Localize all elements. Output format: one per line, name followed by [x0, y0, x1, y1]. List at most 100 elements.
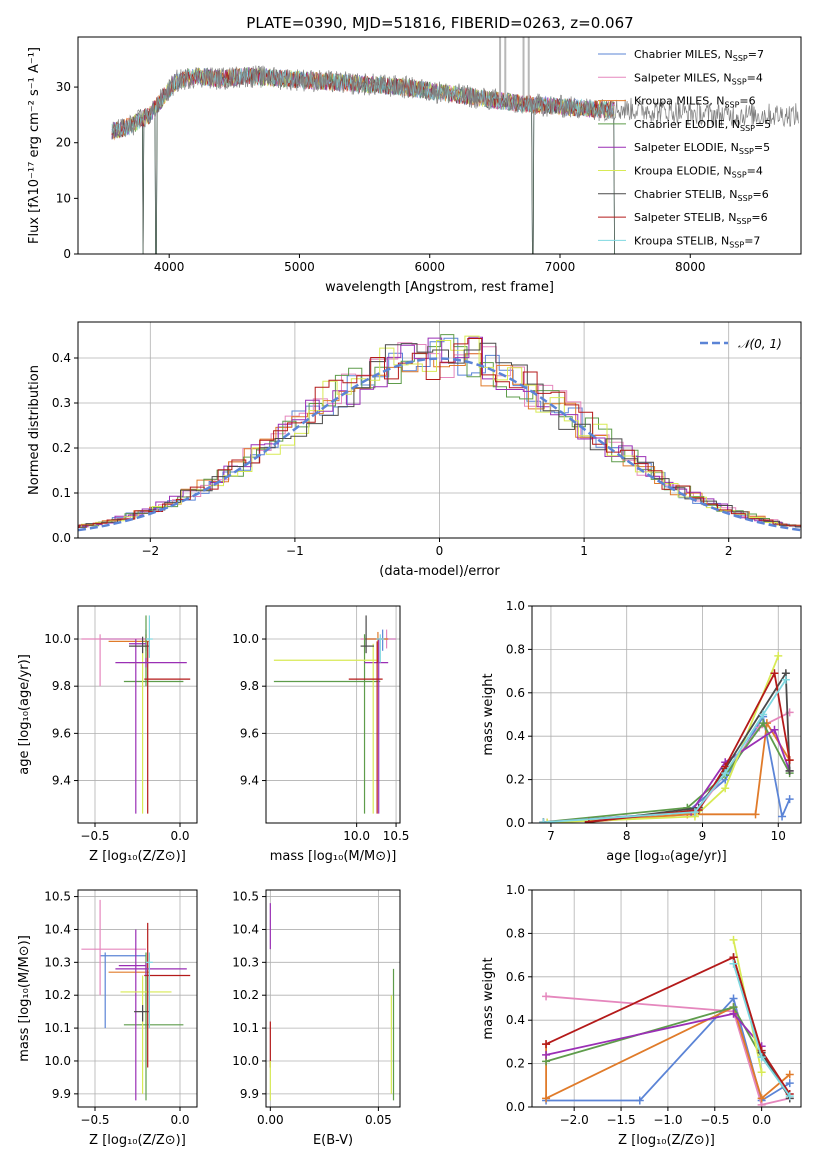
age_vs_mass-plot-area — [273, 615, 397, 814]
mass_vs_ebv-ytick-label-3: 10.2 — [232, 988, 259, 1002]
mass_vs_ebv-ytick-label-4: 10.3 — [232, 955, 259, 969]
mass_vs_z-xtick-label-0: −0.5 — [80, 1113, 109, 1127]
weight_vs_z-plot-area — [542, 935, 794, 1107]
legend-sub-1: SSP — [732, 77, 747, 86]
age_vs_z-xtick-label-1: 0.0 — [170, 829, 189, 843]
weight_vs_z-ytick-label-4: 0.8 — [506, 926, 525, 940]
weight_vs_z-xtick-label-1: −1.5 — [606, 1113, 635, 1127]
spectrum-ytick-label-3: 30 — [56, 80, 71, 94]
spectrum-xtick-label-1: 5000 — [284, 260, 315, 274]
weight_vs_z-marker-0-1 — [635, 1096, 644, 1105]
hist-chabrier_stelib — [78, 342, 801, 528]
weight_vs_z-marker-8-1 — [757, 1053, 766, 1062]
weight_vs_age-marker-8-0 — [539, 818, 548, 823]
mass_vs_z-ytick-label-6: 10.5 — [44, 890, 71, 904]
mass_vs_z-plot-area — [81, 899, 191, 1101]
hist-kroupa_miles — [78, 353, 801, 528]
weight_vs_age-series-kroupa_elodie — [547, 655, 780, 823]
mass_vs_z-xtick-label-1: 0.0 — [170, 1113, 189, 1127]
age_vs_z-panel: −0.5 0.0 9.4 9.6 9.8 10.0 Z [log₁₀(Z/Z⊙)] age [… — [17, 605, 198, 864]
weight_vs_age-panel: 7 8 9 10 0.0 0.2 0.4 0.6 0.8 1.0 age [log₁₀(age/yr… — [481, 599, 802, 864]
weight_vs_z-marker-2-3 — [757, 1094, 766, 1103]
mass_vs_z-ytick-label-1: 10.0 — [44, 1054, 71, 1068]
legend-entry-2: Kroupa MILES, NSSP=6 — [634, 95, 756, 110]
residuals-xtick-label-2: 0 — [436, 544, 444, 558]
weight_vs_age-marker-8-1 — [690, 808, 699, 817]
age_vs_mass-xlabel: mass [log₁₀(M/M⊙)] — [270, 849, 397, 864]
weight_vs_z-panel: −2.0 −1.5 −1.0 −0.5 0.0 0.0 0.2 0.4 0.6 0.8 1.0 Z [… — [481, 883, 802, 1148]
legend-sub-6: SSP — [738, 194, 753, 203]
mass_vs_ebv-plot-area — [269, 903, 395, 1101]
weight_vs_z-series-salpeter_stelib — [545, 956, 791, 1095]
weight_vs_age-ylabel: mass weight — [481, 673, 496, 755]
age_vs_z-plot-area — [81, 615, 191, 814]
weight_vs_age-marker-4-3 — [770, 725, 779, 734]
legend-entry-3: Chabrier ELODIE, NSSP=5 — [634, 118, 771, 133]
weight_vs_age-ytick-label-5: 1.0 — [506, 599, 525, 613]
mass_vs_z-panel: −0.5 0.0 9.9 10.0 10.1 10.2 10.3 10.4 10.5 Z [log… — [17, 889, 198, 1148]
gaussian-curve — [78, 357, 801, 532]
mass_vs_z-ytick-label-4: 10.3 — [44, 955, 71, 969]
residuals-xtick-label-0: −2 — [141, 544, 159, 558]
residuals-plot-area — [78, 334, 801, 532]
legend-sub-8: SSP — [729, 240, 744, 249]
weight_vs_z-series-salpeter_miles — [546, 995, 791, 1106]
mass_vs_ebv-ytick-label-6: 10.5 — [232, 890, 259, 904]
weight_vs_z-marker-4-0 — [542, 1050, 551, 1059]
weight_vs_z-marker-2-4 — [785, 1070, 794, 1079]
mass_vs_ebv-frame — [265, 889, 401, 1108]
age_vs_z-ytick-label-2: 9.8 — [52, 679, 71, 693]
legend-tail-7: =6 — [751, 211, 767, 224]
weight_vs_age-marker-8-4 — [781, 675, 790, 684]
residuals-xtick-label-1: −1 — [286, 544, 304, 558]
legend-entry-8: Kroupa STELIB, NSSP=7 — [634, 234, 760, 249]
legend-sub-2: SSP — [724, 101, 739, 110]
mass_vs_z-ytick-label-2: 10.1 — [44, 1021, 71, 1035]
hist-salpeter_stelib — [78, 338, 801, 528]
weight_vs_age-marker-3-3 — [759, 719, 768, 728]
residuals-xtick-label-3: 1 — [580, 544, 588, 558]
weight_vs_age-marker-8-2 — [721, 769, 730, 778]
residuals-panel: −2 −1 0 1 2 0.0 0.1 0.2 0.3 0.4 (data-model)/error… — [27, 321, 802, 579]
weight_vs_z-frame — [531, 889, 802, 1108]
legend-tail-1: =4 — [747, 71, 763, 84]
spectrum-xtick-label-4: 8000 — [675, 260, 706, 274]
residuals-xtick-label-4: 2 — [725, 544, 733, 558]
mass_vs_ebv-ytick-label-0: 9.9 — [240, 1087, 259, 1101]
weight_vs_z-xtick-label-2: −1.0 — [653, 1113, 682, 1127]
legend-sub-5: SSP — [732, 171, 747, 180]
age_vs_mass-panel: 10.0 10.5 9.4 9.6 9.8 10.0 mass [log₁₀(M/M⊙)] — [232, 605, 410, 864]
age_vs_mass-ytick-label-1: 9.6 — [240, 726, 259, 740]
mass_vs_ebv-ytick-label-2: 10.1 — [232, 1021, 259, 1035]
legend-sub-7: SSP — [736, 217, 751, 226]
spectrum-frame — [77, 36, 802, 255]
age_vs_z-ytick-label-1: 9.6 — [52, 726, 71, 740]
legend-label-2: Kroupa MILES, N — [634, 95, 724, 108]
residuals-xlabel: (data-model)/error — [379, 564, 500, 579]
legend-entry-4: Salpeter ELODIE, NSSP=5 — [634, 141, 770, 156]
weight_vs_z-marker-2-1 — [542, 1094, 551, 1103]
age_vs_mass-ytick-label-3: 10.0 — [232, 632, 259, 646]
weight_vs_z-marker-0-2 — [729, 994, 738, 1003]
mass_vs_z-ytick-label-3: 10.2 — [44, 988, 71, 1002]
legend-entry-1: Salpeter MILES, NSSP=4 — [634, 71, 763, 86]
residuals-ylabel: Normed distribution — [27, 365, 42, 495]
legend-tail-6: =6 — [753, 188, 769, 201]
age_vs_z-frame — [77, 605, 198, 824]
residuals-ytick-label-1: 0.1 — [52, 486, 71, 500]
mass_vs_z-frame — [77, 889, 198, 1108]
spectrum-ytick-label-1: 10 — [56, 191, 71, 205]
mass_vs_ebv-xtick-label-0: 0.00 — [257, 1113, 284, 1127]
legend-sub-0: SSP — [733, 54, 748, 63]
legend-label-8: Kroupa STELIB, N — [634, 234, 729, 247]
age_vs_mass-ytick-label-0: 9.4 — [240, 774, 259, 788]
weight_vs_z-marker-4-1 — [729, 1009, 738, 1018]
age_vs_z-xtick-label-0: −0.5 — [80, 829, 109, 843]
mass_vs_z-xlabel: Z [log₁₀(Z/Z⊙)] — [89, 1133, 186, 1148]
residuals-ytick-label-4: 0.4 — [52, 351, 71, 365]
age_vs_mass-xtick-label-1: 10.5 — [383, 829, 410, 843]
weight_vs_age-marker-5-2 — [721, 784, 730, 793]
legend-tail-0: =7 — [748, 48, 764, 61]
weight_vs_age-marker-5-3 — [774, 651, 783, 660]
